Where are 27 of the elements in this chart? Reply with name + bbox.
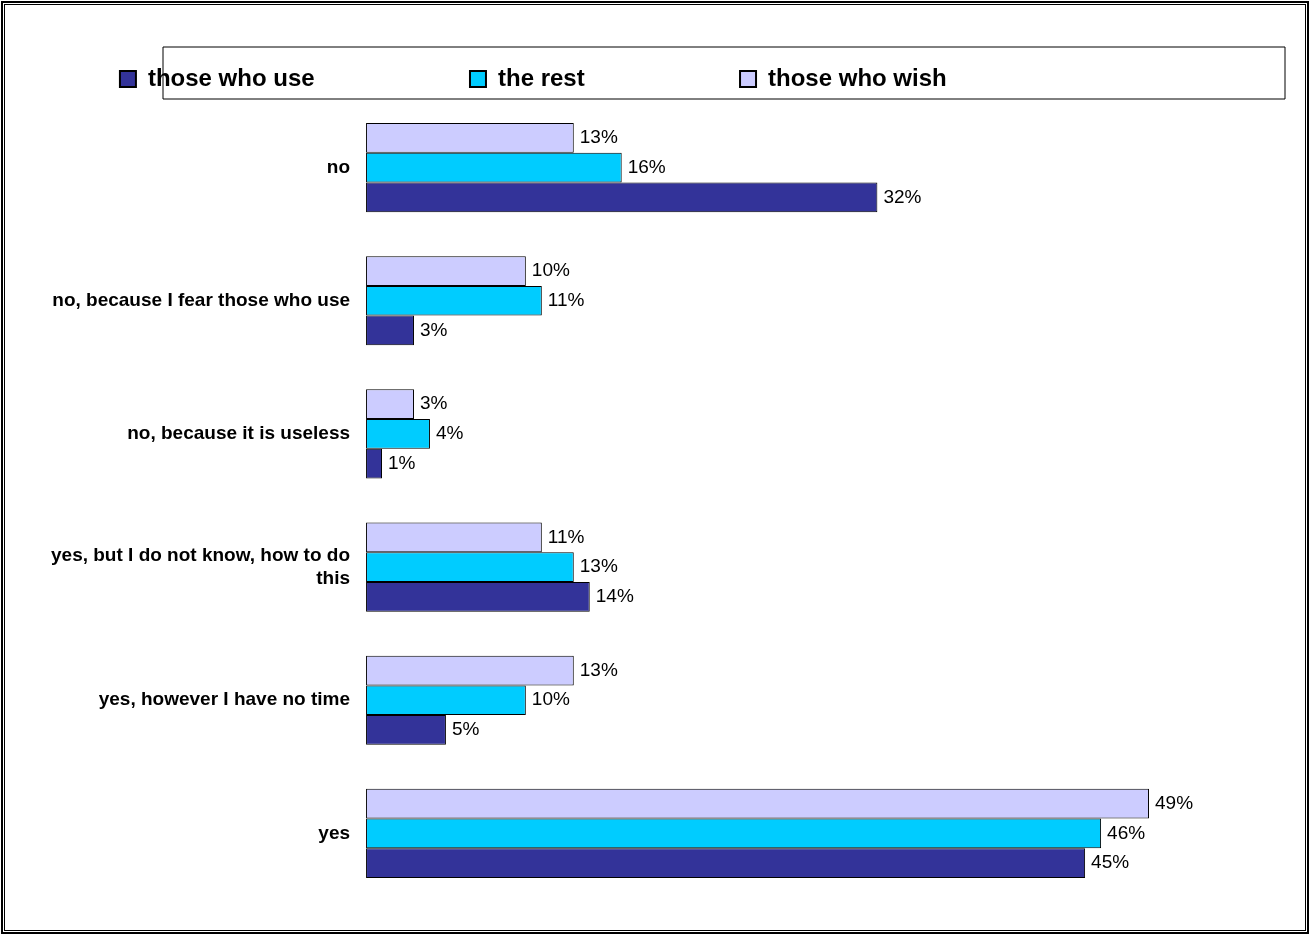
legend-label: the rest [497, 63, 719, 91]
data-label: 14% [595, 585, 634, 607]
legend-label: those who wish [768, 63, 1081, 91]
y-tick-label: no, because it is useless [127, 422, 351, 444]
data-label: 49% [1155, 791, 1194, 813]
y-tick-label: yes [318, 821, 351, 843]
data-label: 3% [419, 318, 448, 340]
data-label: 10% [531, 688, 570, 710]
data-label: 11% [547, 288, 585, 310]
data-label: 32% [883, 185, 922, 207]
y-tick-label: yes, however I have no time [98, 688, 351, 710]
data-label: 3% [419, 392, 448, 414]
data-label: 4% [435, 422, 464, 444]
data-label: 13% [579, 126, 618, 148]
data-label: 10% [531, 259, 570, 281]
data-label: 13% [579, 658, 618, 680]
data-label: 11% [547, 525, 585, 547]
legend-label: those who use [147, 63, 448, 91]
data-label: 45% [1091, 851, 1130, 873]
y-tick-label: no, because I fear those who use [52, 288, 351, 310]
data-label: 5% [451, 718, 480, 740]
data-label: 1% [388, 451, 416, 473]
data-label: 46% [1107, 821, 1146, 843]
y-tick-label: no [326, 155, 351, 177]
data-label: 16% [627, 155, 666, 177]
data-label: 13% [579, 555, 618, 577]
y-tick-label: yes, but I do not know, how to do this [51, 543, 351, 588]
